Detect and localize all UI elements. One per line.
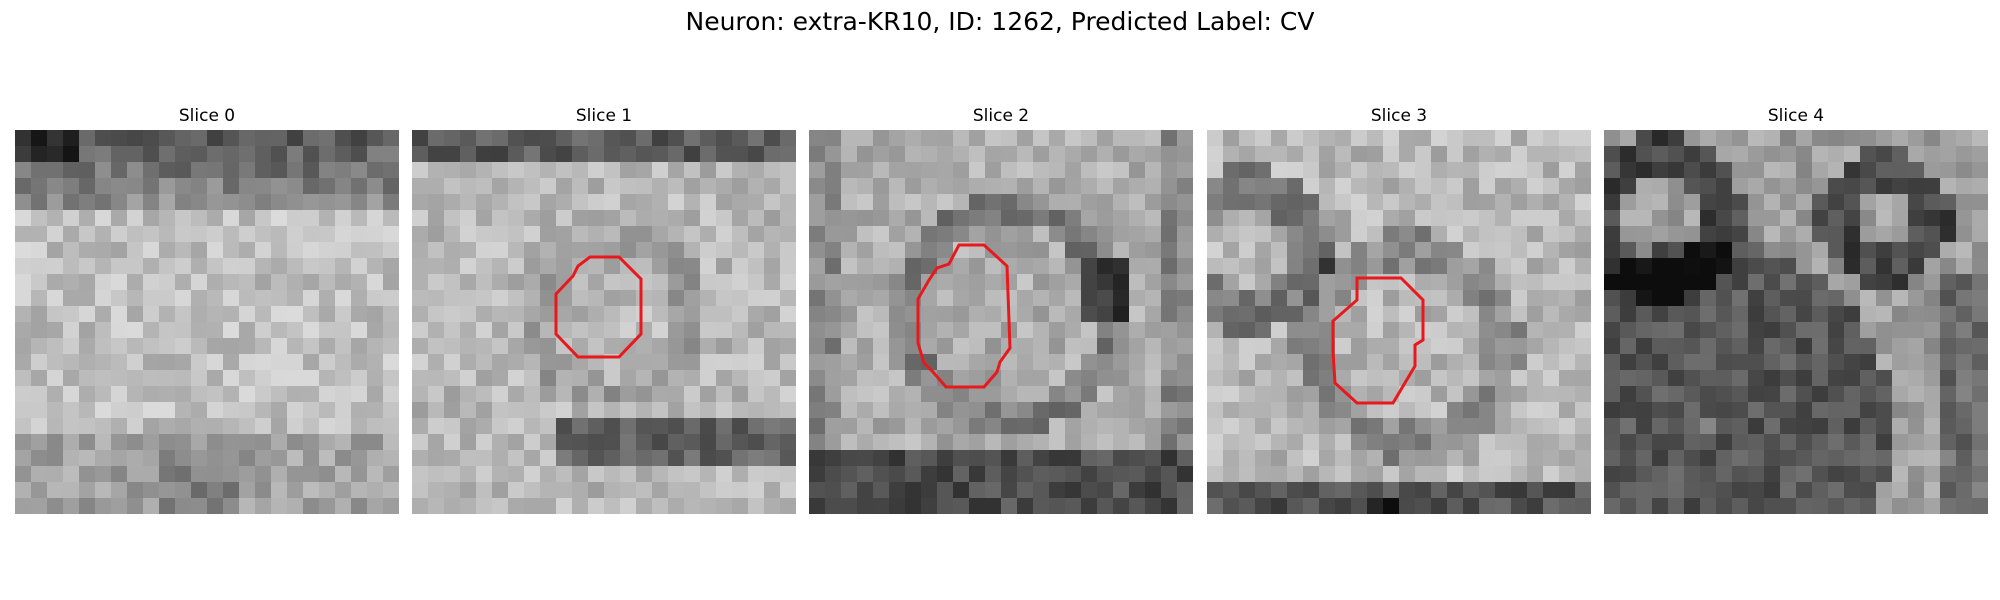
slice-panel-0: Slice 0	[15, 104, 399, 514]
figure-title: Neuron: extra-KR10, ID: 1262, Predicted …	[685, 7, 1315, 36]
segmentation-contour	[1331, 276, 1425, 405]
slice-image-0	[15, 130, 399, 514]
slice-title: Slice 1	[575, 106, 633, 126]
slice-title: Slice 3	[1370, 106, 1428, 126]
slice-image-1	[412, 130, 796, 514]
slice-image-2	[809, 130, 1193, 514]
segmentation-contour	[916, 243, 1012, 389]
slice-panel-3: Slice 3	[1207, 104, 1591, 514]
slice-title: Slice 2	[972, 106, 1030, 126]
slice-image-3	[1207, 130, 1591, 514]
segmentation-contour	[554, 255, 643, 359]
slice-title: Slice 4	[1767, 106, 1825, 126]
slice-panel-2: Slice 2	[809, 104, 1193, 514]
slice-panel-4: Slice 4	[1604, 104, 1988, 514]
slice-panel-1: Slice 1	[412, 104, 796, 514]
slice-title: Slice 0	[178, 106, 236, 126]
slice-image-4	[1604, 130, 1988, 514]
